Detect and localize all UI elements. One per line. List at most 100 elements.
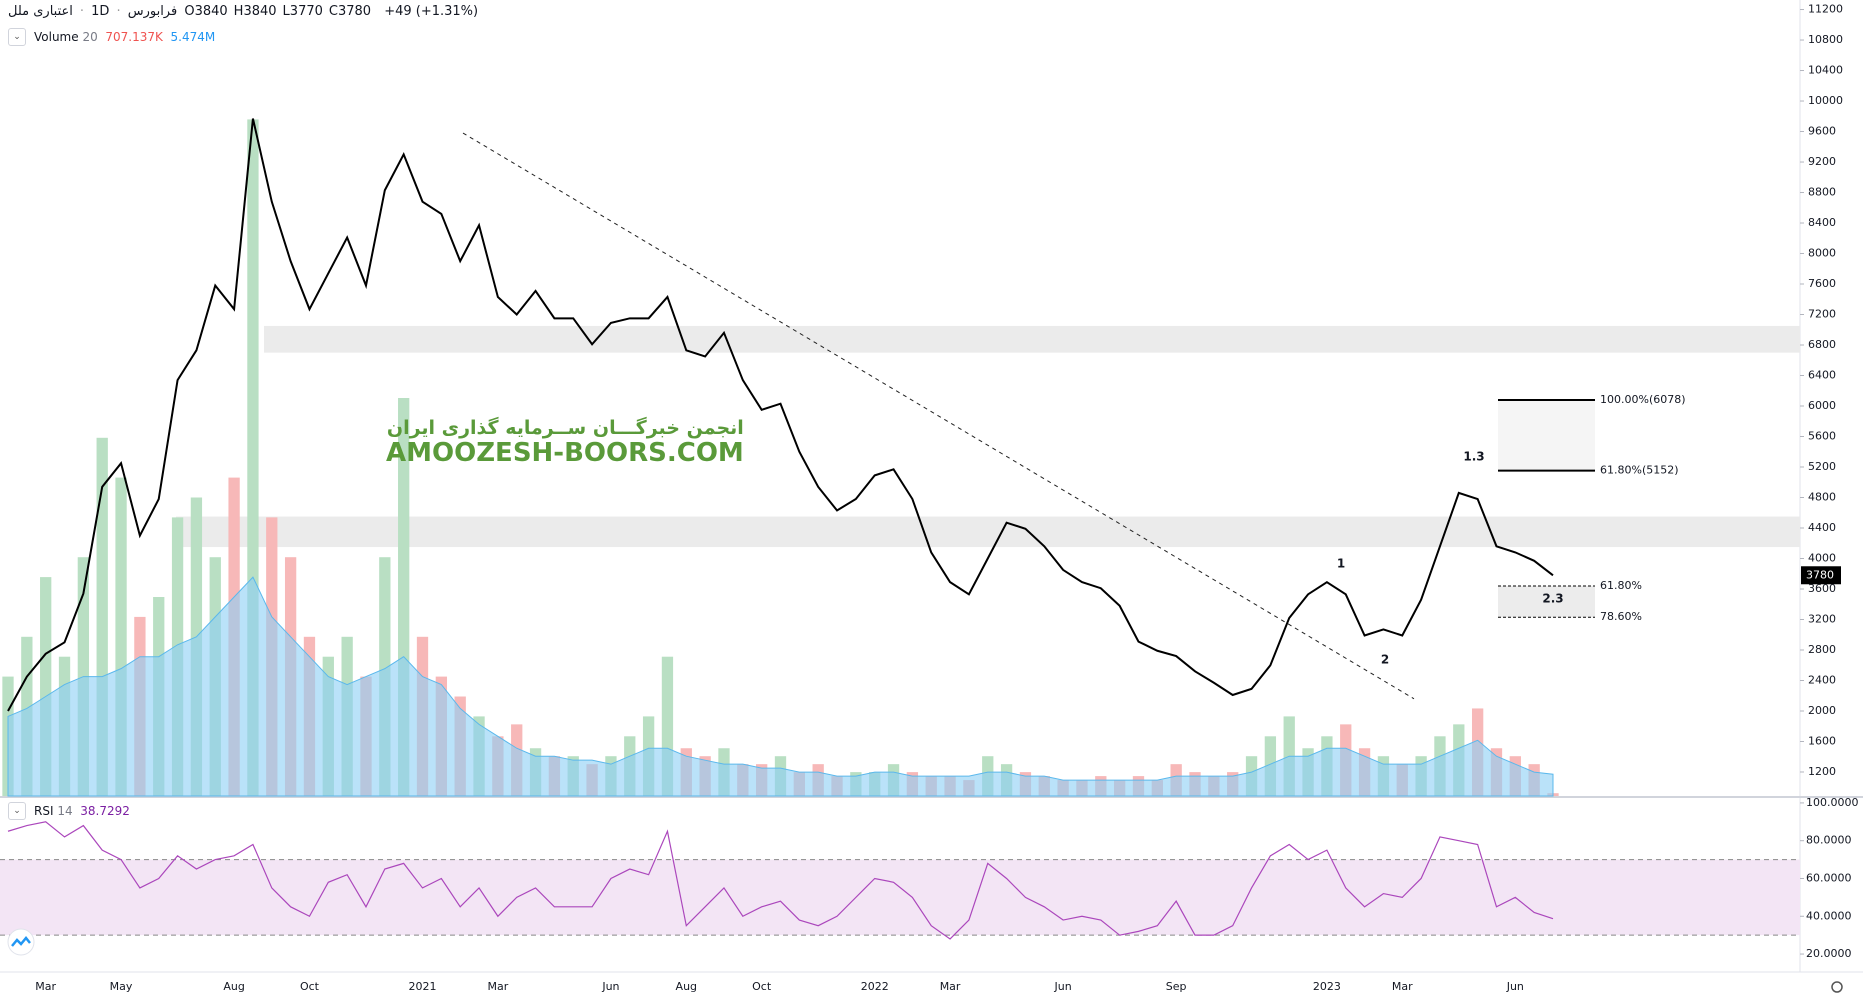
y-tick-label: 6400 bbox=[1808, 369, 1836, 382]
volume-bar bbox=[96, 437, 108, 796]
fib-zone bbox=[1498, 400, 1595, 471]
rsi-legend: ⌄ RSI 14 38.7292 bbox=[8, 802, 130, 820]
fib-zone bbox=[1498, 585, 1595, 618]
y-tick-label: 4000 bbox=[1808, 551, 1836, 564]
volume-legend: ⌄ Volume 20 707.137K 5.474M bbox=[8, 28, 215, 46]
y-tick-label: 3200 bbox=[1808, 612, 1836, 625]
y-tick-label: 2400 bbox=[1808, 673, 1836, 686]
collapse-button[interactable]: ⌄ bbox=[8, 802, 26, 820]
price-tag-label: 3780 bbox=[1806, 568, 1834, 581]
rsi-value: 38.7292 bbox=[80, 804, 130, 818]
x-tick-label: 2021 bbox=[409, 980, 437, 993]
logo-mark bbox=[11, 936, 31, 947]
wave-label: 1.3 bbox=[1463, 450, 1484, 464]
y-tick-label: 6800 bbox=[1808, 338, 1836, 351]
ohlc: O3840 H3840 L3770 C3780 bbox=[184, 4, 377, 19]
x-tick-label: Mar bbox=[487, 980, 508, 993]
x-tick-label: Oct bbox=[752, 980, 772, 993]
y-tick-label: 4400 bbox=[1808, 521, 1836, 534]
y-tick-label: 6000 bbox=[1808, 399, 1836, 412]
symbol: اعتباری ملل bbox=[8, 4, 73, 19]
x-tick-label: Sep bbox=[1166, 980, 1187, 993]
ohlc-label: C bbox=[328, 4, 338, 19]
change: +49 (+1.31%) bbox=[384, 4, 479, 19]
y-tick-label: 4800 bbox=[1808, 491, 1836, 504]
ohlc-value: 3780 bbox=[337, 4, 372, 19]
watermark: انجمن خبرگـــان ســرمایه گذاری ایران AMO… bbox=[386, 418, 744, 467]
logo[interactable] bbox=[7, 928, 35, 956]
x-tick-label: Mar bbox=[1392, 980, 1413, 993]
sr-zone bbox=[264, 325, 1800, 353]
x-tick-label: Aug bbox=[676, 980, 697, 993]
price-tag bbox=[1801, 566, 1841, 585]
y-tick-label: 5600 bbox=[1808, 430, 1836, 443]
trendline bbox=[462, 132, 1415, 700]
y-tick-label: 1600 bbox=[1808, 734, 1836, 747]
x-tick-label: Oct bbox=[300, 980, 320, 993]
wave-label: 2 bbox=[1381, 653, 1389, 667]
ohlc-label: H bbox=[233, 4, 244, 19]
header: اعتباری ملل · 1D · فرابورس O3840 H3840 L3770… bbox=[8, 4, 479, 19]
fib-label: 61.80%(5152) bbox=[1600, 464, 1679, 477]
x-tick-label: 2023 bbox=[1313, 980, 1341, 993]
x-tick-label: Jun bbox=[601, 980, 619, 993]
exchange: فرابورس bbox=[127, 4, 178, 19]
y-tick-label: 40.0000 bbox=[1806, 909, 1852, 922]
watermark-line: AMOOZESH-BOORS.COM bbox=[386, 437, 744, 468]
fib-label: 61.80% bbox=[1600, 579, 1642, 592]
x-tick-label: Aug bbox=[223, 980, 244, 993]
volume-ma-value: 5.474M bbox=[170, 30, 216, 44]
y-tick-label: 2000 bbox=[1808, 704, 1836, 717]
y-tick-label: 10000 bbox=[1808, 94, 1843, 107]
wave-label: 1 bbox=[1337, 557, 1345, 571]
rsi-name: RSI bbox=[34, 804, 54, 818]
collapse-button[interactable]: ⌄ bbox=[8, 28, 26, 46]
rsi-length: 14 bbox=[57, 804, 73, 818]
ohlc-item: H3840 bbox=[234, 4, 280, 19]
ohlc-value: 3770 bbox=[289, 4, 323, 19]
sr-zone bbox=[176, 516, 1800, 548]
y-tick-label: 10800 bbox=[1808, 33, 1843, 46]
ohlc-value: 3840 bbox=[243, 4, 277, 19]
x-tick-label: 2022 bbox=[861, 980, 889, 993]
volume-length: 20 bbox=[82, 30, 98, 44]
y-tick-label: 20.0000 bbox=[1806, 947, 1852, 960]
fib-label: 78.60% bbox=[1600, 610, 1642, 623]
y-tick-label: 9600 bbox=[1808, 125, 1836, 138]
fib-label: 100.00%(6078) bbox=[1600, 393, 1686, 406]
settings[interactable] bbox=[1831, 981, 1843, 993]
y-tick-label: 2800 bbox=[1808, 643, 1836, 656]
rsi-band bbox=[0, 859, 1800, 936]
volume-name: Volume bbox=[34, 30, 79, 44]
y-tick-label: 11200 bbox=[1808, 3, 1843, 16]
ohlc-label: O bbox=[184, 4, 195, 19]
y-tick-label: 80.0000 bbox=[1806, 834, 1852, 847]
y-tick-label: 8000 bbox=[1808, 247, 1836, 260]
y-tick-label: 5200 bbox=[1808, 460, 1836, 473]
x-tick-label: Mar bbox=[940, 980, 961, 993]
y-tick-label: 7600 bbox=[1808, 277, 1836, 290]
y-tick-label: 1200 bbox=[1808, 765, 1836, 778]
volume-bar bbox=[115, 477, 127, 796]
rsi-line bbox=[7, 821, 1554, 940]
volume-bar bbox=[247, 119, 259, 796]
ohlc-item: C3780 bbox=[329, 4, 374, 19]
y-tick-label: 8400 bbox=[1808, 216, 1836, 229]
volume-bar bbox=[661, 656, 674, 796]
volume-value: 707.137K bbox=[105, 30, 163, 44]
ohlc-label: L bbox=[282, 4, 290, 19]
y-tick-label: 9200 bbox=[1808, 155, 1836, 168]
y-tick-label: 3600 bbox=[1808, 582, 1836, 595]
y-tick-label: 8800 bbox=[1808, 186, 1836, 199]
y-tick-label: 7200 bbox=[1808, 308, 1836, 321]
volume-ma-area bbox=[7, 576, 1554, 797]
y-tick-label: 100.0000 bbox=[1806, 796, 1859, 809]
plot: 100.00%(6078) 61.80%(5152) 61.80% 78.60% 1 2 1… bbox=[0, 3, 1859, 993]
wave-label: 2.3 bbox=[1542, 592, 1563, 606]
interval[interactable]: 1D bbox=[91, 4, 110, 19]
ohlc-value: 3840 bbox=[194, 4, 228, 19]
watermark-line: انجمن خبرگـــان ســرمایه گذاری ایران bbox=[386, 417, 744, 439]
volume-bar bbox=[398, 398, 410, 796]
ohlc-item: O3840 bbox=[184, 4, 230, 19]
